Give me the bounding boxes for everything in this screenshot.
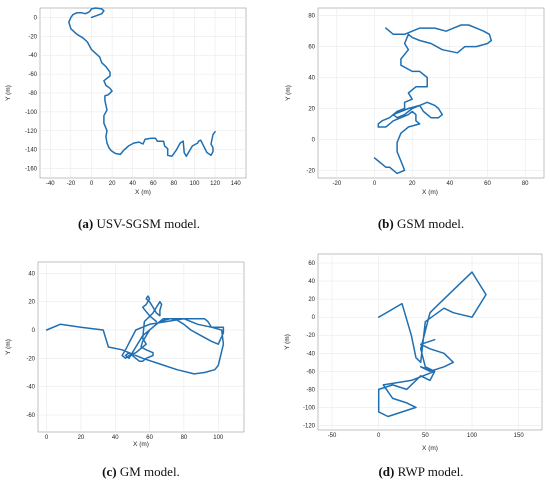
- x-tick-label: 0: [45, 435, 49, 441]
- y-tick-label: -120: [303, 423, 316, 429]
- y-tick-label: -80: [28, 91, 37, 97]
- x-tick-label: 20: [409, 181, 416, 187]
- y-tick-label: -100: [25, 110, 38, 116]
- y-tick-label: 60: [308, 261, 315, 267]
- caption-text-d: RWP model.: [394, 464, 463, 479]
- tick-labels-a: -40 -20 0 20 40 60 80 100 120 140 0 -20 -40 -60 -80 -10…: [25, 15, 241, 187]
- y-axis-label-a: Y (m): [5, 85, 12, 101]
- y-tick-label: -80: [306, 387, 315, 393]
- y-tick-label: -20: [28, 34, 37, 40]
- x-tick-label: 50: [422, 433, 429, 439]
- panel-a: -40 -20 0 20 40 60 80 100 120 140 0 -20 -40 -60 -80 -10…: [5, 7, 247, 231]
- y-tick-label: 0: [312, 137, 316, 143]
- x-tick-label: 40: [446, 181, 453, 187]
- x-tick-label: 100: [467, 433, 478, 439]
- gridlines-b: [318, 8, 544, 178]
- caption-letter-a: (a): [78, 216, 93, 231]
- x-tick-label: 120: [210, 181, 221, 187]
- y-tick-label: 20: [308, 297, 315, 303]
- y-tick-label: -120: [25, 129, 38, 135]
- y-axis-label-d: Y (m): [284, 334, 291, 350]
- y-tick-label: -140: [25, 148, 38, 154]
- plot-frame-c: [37, 261, 245, 433]
- y-axis-label-c: Y (m): [5, 339, 12, 355]
- x-tick-label: 60: [150, 181, 157, 187]
- y-tick-label: -60: [28, 72, 37, 78]
- x-tick-label: 20: [109, 181, 116, 187]
- y-tick-label: 0: [32, 328, 36, 334]
- tick-labels-d: -50 0 50 100 150 60 40 20 0 -20 -40 -60 -80 -100 -120: [303, 261, 524, 439]
- panel-c: 0 20 40 60 80 100 40 20 0 -20 -40 -60 X (m) Y (m) (…: [5, 261, 245, 479]
- caption-d: (d) RWP model.: [378, 464, 463, 479]
- gridlines-d: [318, 254, 542, 430]
- x-tick-label: 140: [231, 181, 242, 187]
- y-axis-label-b: Y (m): [285, 85, 292, 101]
- x-axis-label-c: X (m): [133, 441, 149, 448]
- x-axis-label-a: X (m): [135, 189, 151, 196]
- x-tick-label: 100: [213, 435, 224, 441]
- panel-d: -50 0 50 100 1506040200-20-40-60-80-100-120 …: [284, 253, 543, 479]
- caption-text-a: USV-SGSM model.: [93, 216, 200, 231]
- x-tick-label: 100: [189, 181, 200, 187]
- x-tick-label: 150: [514, 433, 525, 439]
- caption-letter-d: (d): [378, 464, 394, 479]
- x-tick-label: 80: [522, 181, 529, 187]
- y-tick-label: -60: [306, 369, 315, 375]
- gridlines-a: [40, 8, 246, 178]
- tick-labels-c: 0 20 40 60 80 100 40 20 0 -20 -40 -60: [26, 271, 224, 441]
- y-tick-label: -60: [26, 413, 35, 419]
- x-axis-label-d: X (m): [422, 445, 438, 452]
- x-tick-label: 80: [181, 435, 188, 441]
- x-tick-label: 0: [377, 433, 381, 439]
- x-tick-label: -40: [46, 181, 55, 187]
- y-tick-label: -40: [306, 351, 315, 357]
- y-tick-label: -20: [306, 168, 315, 174]
- trajectory-line-d: [377, 271, 487, 418]
- y-tick-label: 20: [28, 300, 35, 306]
- caption-letter-b: (b): [378, 216, 394, 231]
- x-tick-label: 60: [146, 435, 153, 441]
- y-tick-label: -40: [26, 385, 35, 391]
- x-tick-label: 80: [171, 181, 178, 187]
- x-tick-label: 60: [484, 181, 491, 187]
- y-tick-label: 0: [34, 15, 38, 21]
- x-tick-label: 20: [78, 435, 85, 441]
- x-tick-label: -20: [67, 181, 76, 187]
- caption-text-b: GSM model.: [394, 216, 464, 231]
- y-tick-label: 0: [312, 315, 316, 321]
- y-tick-label: 40: [308, 76, 315, 82]
- x-axis-label-b: X (m): [422, 189, 438, 196]
- tick-labels-b: -20 0 20 40 60 80 80 60 40 20 0 -20: [306, 14, 529, 187]
- trajectory-line-a: [68, 7, 216, 158]
- caption-c: (c) GM model.: [102, 464, 180, 479]
- caption-text-c: GM model.: [117, 464, 180, 479]
- plot-frame-b: [317, 7, 545, 179]
- y-tick-label: 40: [308, 279, 315, 285]
- y-tick-label: -20: [26, 356, 35, 362]
- x-tick-label: 40: [112, 435, 119, 441]
- x-tick-label: 0: [90, 181, 94, 187]
- x-tick-label: -20: [332, 181, 341, 187]
- y-tick-label: 40: [28, 271, 35, 277]
- y-tick-label: 80: [308, 14, 315, 20]
- caption-a: (a) USV-SGSM model.: [78, 216, 200, 231]
- caption-b: (b) GSM model.: [378, 216, 464, 231]
- plot-frame-d: [317, 253, 543, 431]
- y-tick-label: -160: [25, 167, 38, 173]
- y-tick-label: -20: [306, 333, 315, 339]
- caption-letter-c: (c): [102, 464, 116, 479]
- x-tick-label: 40: [129, 181, 136, 187]
- y-tick-label: 60: [308, 45, 315, 51]
- y-tick-label: -40: [28, 53, 37, 59]
- panel-b: -20 0 20 40 60 80 80 60 40 20 0 -20 X (m) Y (m) (b)…: [285, 7, 545, 231]
- x-tick-label: -50: [328, 433, 337, 439]
- x-tick-label: 0: [373, 181, 377, 187]
- trajectory-line-b: [373, 24, 493, 175]
- y-tick-label: -100: [303, 405, 316, 411]
- y-tick-label: 20: [308, 106, 315, 112]
- trajectory-line-c: [45, 295, 225, 375]
